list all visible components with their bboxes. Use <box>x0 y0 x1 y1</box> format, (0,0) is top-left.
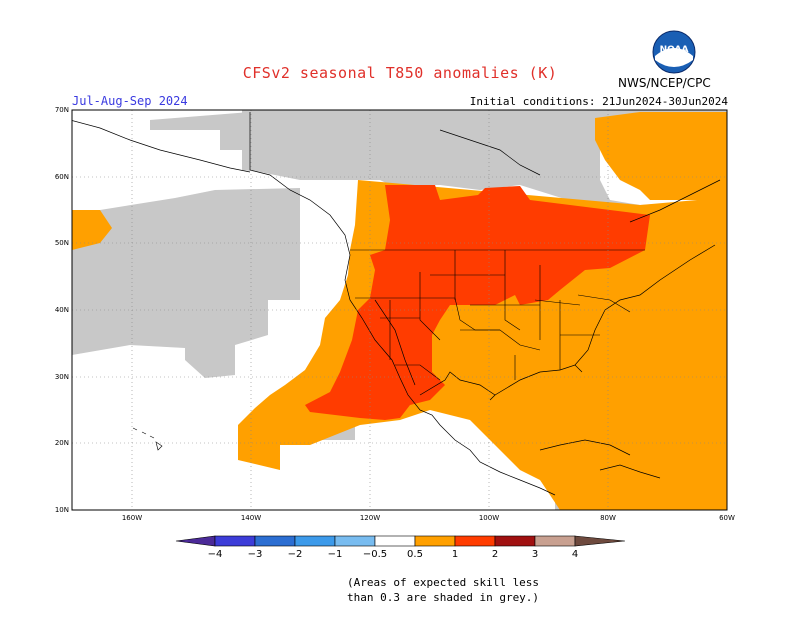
colorbar-label: 4 <box>572 549 578 560</box>
hawaii-islands <box>132 427 163 451</box>
coastlines <box>72 112 721 496</box>
skill-note-line2: than 0.3 are shaded in grey.) <box>347 591 540 604</box>
colorbar-label: −3 <box>248 549 263 560</box>
colorbar-swatch <box>494 535 536 547</box>
colorbar-label: −2 <box>288 549 303 560</box>
lon-label: 60W <box>719 514 735 522</box>
political-borders <box>350 249 645 381</box>
colorbar: −4 −3 −2 −1 −0.5 0.5 1 2 3 4 <box>175 535 626 560</box>
skill-note: (Areas of expected skill less than 0.3 a… <box>347 575 539 605</box>
lon-label: 160W <box>122 514 142 522</box>
lat-label: 70N <box>55 106 69 114</box>
lat-label: 50N <box>55 239 69 247</box>
colorbar-swatch <box>334 535 376 547</box>
colorbar-swatch <box>214 535 256 547</box>
colorbar-swatch <box>534 535 576 547</box>
noaa-logo: NOAA <box>652 30 696 78</box>
lat-label: 10N <box>55 506 69 514</box>
colorbar-label: −4 <box>208 549 223 560</box>
longitude-labels: 160W 140W 120W 100W 80W 60W <box>122 514 735 522</box>
forecast-period: Jul-Aug-Sep 2024 <box>72 94 188 108</box>
colorbar-right-arrow <box>574 535 626 547</box>
lon-label: 100W <box>479 514 499 522</box>
agency-label: NWS/NCEP/CPC <box>618 76 711 90</box>
skill-note-line1: (Areas of expected skill less <box>347 576 540 589</box>
map-title: CFSv2 seasonal T850 anomalies (K) <box>242 64 558 82</box>
logo-text: NOAA <box>660 45 689 55</box>
colorbar-label: 3 <box>532 549 538 560</box>
lat-label: 60N <box>55 173 69 181</box>
lon-label: 140W <box>241 514 261 522</box>
colorbar-label: −1 <box>328 549 343 560</box>
lat-label: 30N <box>55 373 69 381</box>
colorbar-label: 0.5 <box>407 549 423 560</box>
graticule <box>72 110 727 510</box>
colorbar-label: 1 <box>452 549 458 560</box>
lon-label: 80W <box>600 514 616 522</box>
colorbar-swatch <box>414 535 456 547</box>
colorbar-swatch <box>294 535 336 547</box>
colorbar-label: 2 <box>492 549 498 560</box>
plot-frame <box>71 109 728 511</box>
lat-label: 20N <box>55 439 69 447</box>
colorbar-left-arrow <box>175 535 216 547</box>
colorbar-swatch <box>454 535 496 547</box>
colorbar-swatch <box>374 535 416 547</box>
anomaly-1-2-areas <box>305 185 650 420</box>
latitude-labels: 70N 60N 50N 40N 30N 20N 10N <box>55 106 69 514</box>
colorbar-label: −0.5 <box>363 549 387 560</box>
lat-label: 40N <box>55 306 69 314</box>
colorbar-swatch <box>254 535 296 547</box>
lon-label: 120W <box>360 514 380 522</box>
initial-conditions: Initial conditions: 21Jun2024-30Jun2024 <box>469 95 728 108</box>
